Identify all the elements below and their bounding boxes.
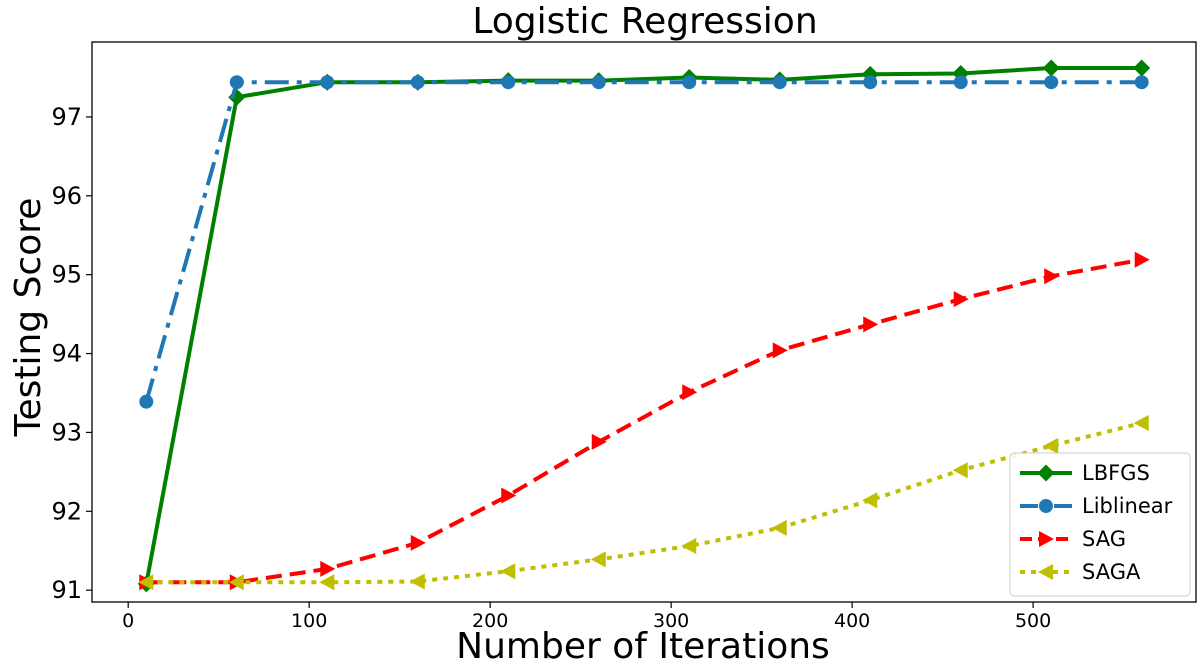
y-tick-label: 94	[51, 340, 82, 368]
data-point-sag	[1134, 251, 1150, 268]
data-point-liblinear	[682, 75, 697, 90]
data-point-liblinear	[591, 75, 606, 90]
data-point-saga	[590, 551, 606, 568]
data-point-sag	[682, 384, 698, 401]
plot-area	[137, 59, 1151, 593]
y-tick-label: 93	[51, 418, 82, 446]
data-point-liblinear	[863, 75, 878, 90]
axis-ticks: 0 100 200 300 400 500 91 92 93 94 95 96 97	[51, 103, 1051, 632]
data-point-saga	[952, 462, 968, 479]
x-tick-label: 500	[1015, 610, 1051, 632]
series-line-saga	[146, 421, 1143, 585]
y-tick-label: 95	[51, 261, 82, 289]
y-tick-label: 97	[51, 103, 82, 131]
legend-item-liblinear: Liblinear	[1020, 494, 1173, 518]
data-point-saga	[1133, 414, 1149, 431]
data-point-liblinear	[229, 75, 244, 90]
x-axis-label: Number of Iterations	[456, 626, 830, 664]
data-point-saga	[138, 574, 154, 591]
y-tick-label: 92	[51, 497, 82, 525]
data-point-saga	[500, 563, 516, 580]
data-point-sag	[410, 534, 426, 551]
legend-item-lbfgs: LBFGS	[1020, 461, 1150, 485]
legend-marker-lbfgs	[1037, 464, 1055, 482]
data-point-saga	[862, 492, 878, 509]
data-point-sag	[320, 560, 336, 577]
legend-item-sag: SAG	[1020, 527, 1126, 551]
x-tick-label: 100	[291, 610, 327, 632]
data-point-sag	[953, 291, 969, 308]
legend-box	[1009, 452, 1191, 597]
legend-marker-saga	[1038, 564, 1053, 580]
series-saga	[138, 414, 1149, 591]
x-tick-label: 300	[653, 610, 689, 632]
data-point-saga	[681, 538, 697, 554]
series-line-lbfgs	[144, 66, 1142, 585]
data-point-lbfgs	[1042, 59, 1060, 77]
legend: LBFGS Liblinear SAG SAGA	[1009, 452, 1191, 597]
legend-label-saga: SAGA	[1082, 560, 1141, 584]
legend-label-liblinear: Liblinear	[1082, 494, 1173, 518]
data-point-saga	[228, 574, 244, 591]
data-point-saga	[409, 573, 425, 590]
x-tick-label: 0	[122, 610, 134, 632]
data-point-liblinear	[410, 75, 425, 90]
legend-item-saga: SAGA	[1020, 560, 1141, 584]
series-line-sag	[146, 257, 1143, 585]
series-line-liblinear	[144, 80, 1142, 403]
data-point-saga	[1043, 437, 1059, 454]
y-axis-label: Testing Score	[8, 198, 49, 438]
x-tick-label: 400	[834, 610, 870, 632]
data-point-saga	[319, 574, 335, 591]
data-point-liblinear	[320, 75, 335, 90]
data-point-sag	[1044, 268, 1060, 285]
data-point-sag	[863, 316, 879, 333]
data-point-liblinear	[953, 75, 968, 90]
y-tick-label: 96	[51, 182, 82, 210]
plot-frame	[91, 41, 1197, 603]
y-tick-label: 91	[51, 576, 82, 604]
data-point-liblinear	[1044, 75, 1059, 90]
data-point-lbfgs	[1133, 59, 1151, 77]
data-point-liblinear	[1134, 75, 1149, 90]
data-point-sag	[501, 487, 517, 504]
chart-title: Logistic Regression	[472, 1, 817, 42]
legend-marker-sag	[1039, 531, 1054, 547]
legend-label-sag: SAG	[1082, 527, 1126, 551]
data-point-liblinear	[501, 75, 516, 90]
data-point-sag	[591, 433, 607, 450]
series-liblinear	[139, 75, 1149, 409]
data-point-liblinear	[772, 75, 787, 90]
legend-marker-liblinear	[1039, 499, 1053, 513]
legend-label-lbfgs: LBFGS	[1082, 461, 1150, 485]
x-tick-label: 200	[472, 610, 508, 632]
data-point-saga	[771, 519, 787, 536]
data-point-liblinear	[139, 394, 154, 409]
data-point-sag	[772, 342, 788, 359]
